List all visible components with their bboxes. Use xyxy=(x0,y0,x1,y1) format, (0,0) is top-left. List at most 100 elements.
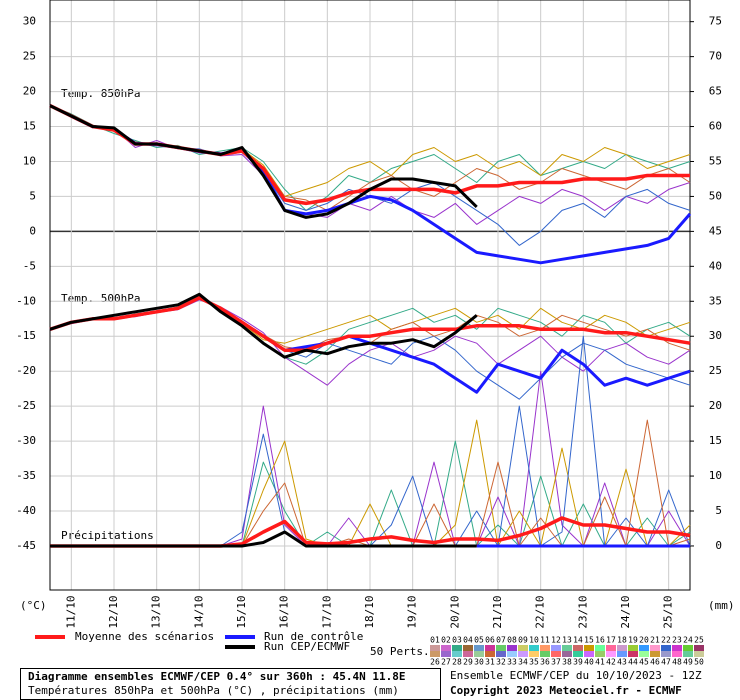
member-label: 46 xyxy=(650,658,660,667)
member-swatch xyxy=(562,645,572,651)
member-label: 26 xyxy=(430,658,440,667)
y2-tick-label: 25 xyxy=(709,364,722,377)
y-tick-label: -5 xyxy=(23,259,36,272)
y-tick-label: -45 xyxy=(16,539,36,552)
member-swatch xyxy=(463,651,473,657)
member-swatch xyxy=(661,645,671,651)
legend-label: Moyenne des scénarios xyxy=(75,630,214,643)
y-tick-label: -30 xyxy=(16,434,36,447)
member-label: 45 xyxy=(639,658,649,667)
footer-title: Diagramme ensembles ECMWF/CEP 0.4° sur 3… xyxy=(28,670,406,683)
member-swatch xyxy=(430,645,440,651)
member-swatch xyxy=(551,651,561,657)
member-swatch xyxy=(507,645,517,651)
y2-tick-label: 15 xyxy=(709,434,722,447)
y-tick-label: -10 xyxy=(16,294,36,307)
member-swatch xyxy=(430,651,440,657)
member-swatch xyxy=(562,651,572,657)
member-swatch xyxy=(474,645,484,651)
member-label: 29 xyxy=(463,658,473,667)
x-tick-label: 23/10 xyxy=(576,595,589,628)
member-swatch xyxy=(683,645,693,651)
member-swatch xyxy=(518,651,528,657)
run-info: Ensemble ECMWF/CEP du 10/10/2023 - 12Z xyxy=(450,669,702,682)
x-tick-label: 25/10 xyxy=(662,595,675,628)
member-label: 05 xyxy=(474,636,484,645)
member-label: 16 xyxy=(595,636,605,645)
member-label: 02 xyxy=(441,636,451,645)
member-label: 44 xyxy=(628,658,638,667)
y2-tick-label: 50 xyxy=(709,189,722,202)
legend-label: Run de contrôle xyxy=(264,630,363,643)
x-tick-label: 24/10 xyxy=(619,595,632,628)
member-swatch xyxy=(540,645,550,651)
member-label: 43 xyxy=(617,658,627,667)
member-swatch xyxy=(683,651,693,657)
member-swatch xyxy=(496,645,506,651)
member-label: 36 xyxy=(540,658,550,667)
member-label: 47 xyxy=(661,658,671,667)
member-swatch xyxy=(672,651,682,657)
member-label: 42 xyxy=(606,658,616,667)
y2-axis-label: (mm) xyxy=(708,599,735,612)
member-label: 15 xyxy=(584,636,594,645)
member-swatch xyxy=(584,645,594,651)
member-label: 23 xyxy=(672,636,682,645)
y2-tick-label: 5 xyxy=(715,504,722,517)
x-tick-label: 20/10 xyxy=(448,595,461,628)
member-swatch xyxy=(639,651,649,657)
y2-tick-label: 40 xyxy=(709,259,722,272)
member-label: 38 xyxy=(562,658,572,667)
member-swatch xyxy=(463,645,473,651)
member-label: 14 xyxy=(573,636,583,645)
member-label: 12 xyxy=(551,636,561,645)
y-tick-label: -40 xyxy=(16,504,36,517)
series-line xyxy=(50,530,477,548)
member-label: 25 xyxy=(694,636,704,645)
member-swatch xyxy=(441,645,451,651)
member-swatch xyxy=(617,651,627,657)
member-label: 28 xyxy=(452,658,462,667)
y-tick-label: 10 xyxy=(23,154,36,167)
y2-tick-label: 20 xyxy=(709,399,722,412)
member-label: 17 xyxy=(606,636,616,645)
member-swatch xyxy=(650,651,660,657)
y2-tick-label: 75 xyxy=(709,15,722,28)
y-tick-label: 25 xyxy=(23,50,36,63)
member-swatch xyxy=(584,651,594,657)
member-label: 34 xyxy=(518,658,528,667)
series-line xyxy=(49,104,478,219)
legend-label: Run CEP/ECMWF xyxy=(264,640,350,653)
x-tick-label: 21/10 xyxy=(491,595,504,628)
member-label: 11 xyxy=(540,636,550,645)
y-tick-label: -35 xyxy=(16,469,36,482)
member-label: 27 xyxy=(441,658,451,667)
panel-label: Temp. 500hPa xyxy=(61,292,140,305)
y-axis-label: (°C) xyxy=(20,599,47,612)
member-label: 37 xyxy=(551,658,561,667)
y-tick-label: 15 xyxy=(23,120,36,133)
member-swatch xyxy=(529,645,539,651)
member-label: 07 xyxy=(496,636,506,645)
y-tick-label: 30 xyxy=(23,15,36,28)
member-swatch xyxy=(617,645,627,651)
member-swatch xyxy=(595,651,605,657)
y2-tick-label: 30 xyxy=(709,329,722,342)
member-swatch xyxy=(628,651,638,657)
member-swatch xyxy=(452,645,462,651)
y2-tick-label: 70 xyxy=(709,50,722,63)
panel-label: Temp. 850hPa xyxy=(61,87,140,100)
panel-label: Précipitations xyxy=(61,529,154,542)
y2-tick-label: 0 xyxy=(715,539,722,552)
x-tick-label: 17/10 xyxy=(320,595,333,628)
member-label: 30 xyxy=(474,658,484,667)
member-label: 10 xyxy=(529,636,539,645)
member-label: 35 xyxy=(529,658,539,667)
member-swatch xyxy=(507,651,517,657)
y-tick-label: -15 xyxy=(16,329,36,342)
y2-tick-label: 55 xyxy=(709,154,722,167)
y2-tick-label: 60 xyxy=(709,120,722,133)
member-label: 21 xyxy=(650,636,660,645)
member-swatch xyxy=(573,645,583,651)
